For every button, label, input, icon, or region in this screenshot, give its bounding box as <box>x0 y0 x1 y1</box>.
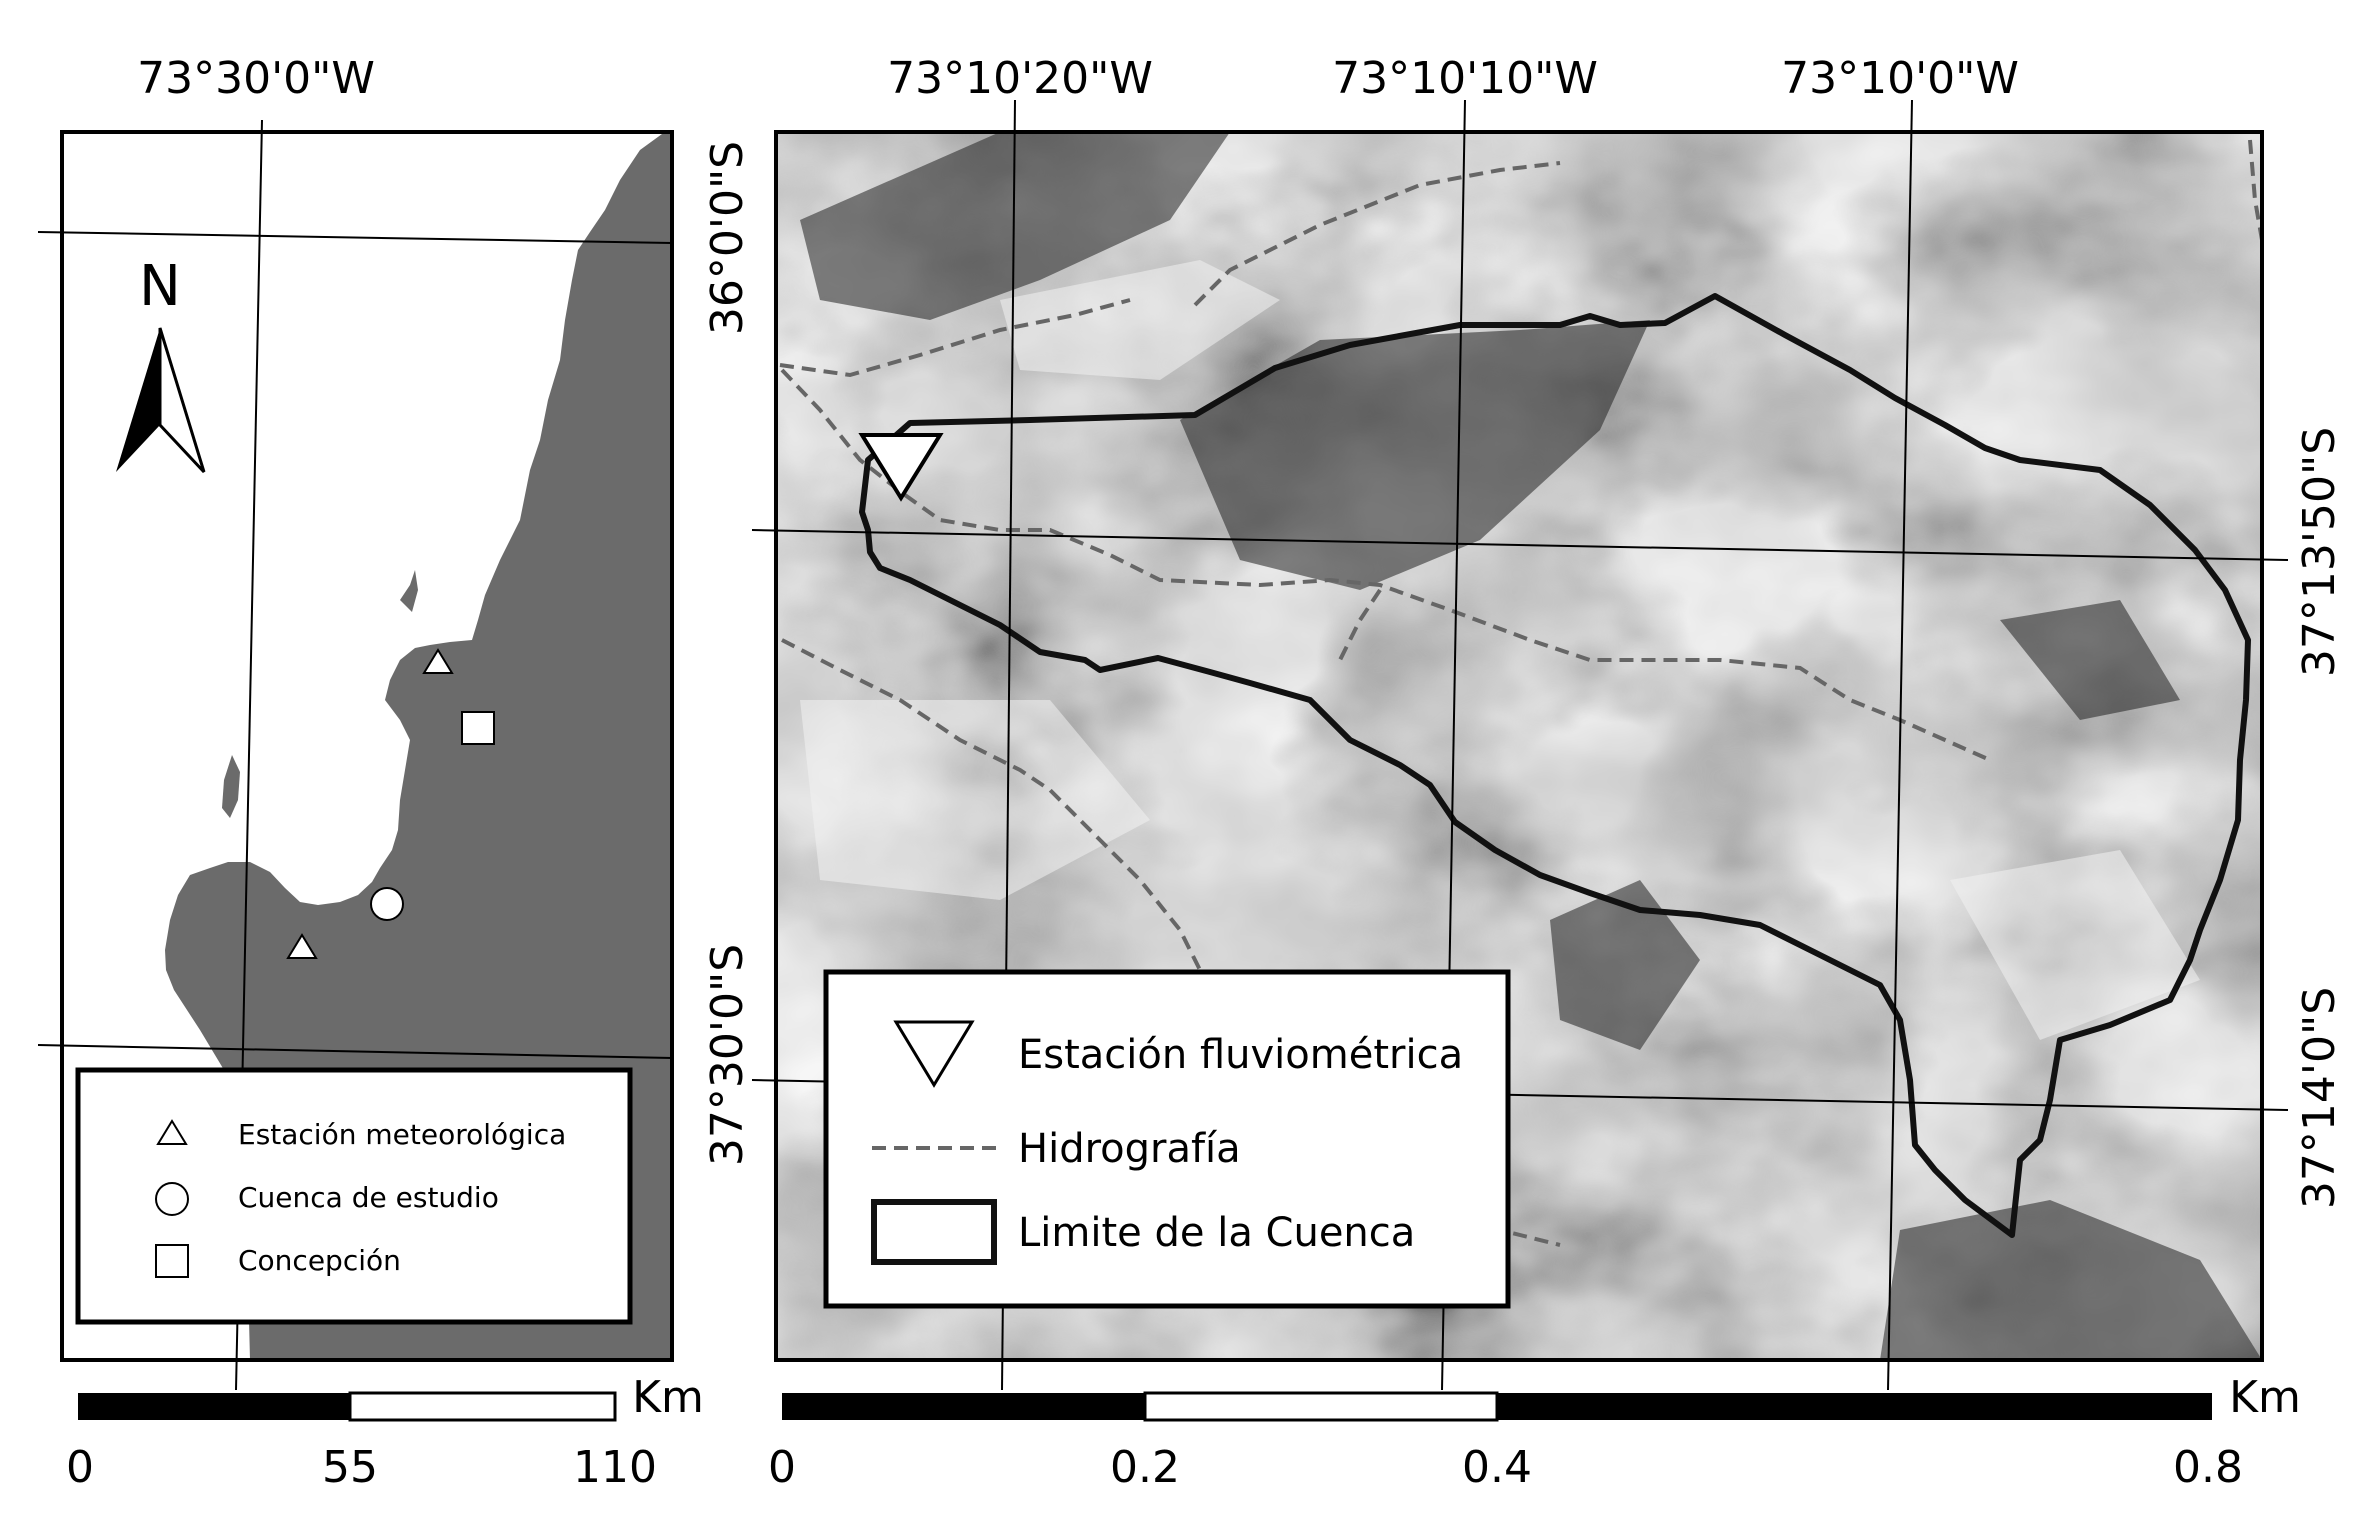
graticule-meridian-10-0 <box>1887 99 1913 1391</box>
detail-scale-segment-3 <box>1497 1393 2212 1420</box>
detail-scale-tick-0: 0 <box>768 1442 796 1493</box>
legend-label-basin-limit: Limite de la Cuenca <box>1018 1210 1415 1256</box>
overview-map: N Estación meteorológica Cuenca de estud… <box>37 53 753 1493</box>
detail-shaded-slopes <box>800 132 2262 1360</box>
legend-triangle-icon <box>156 1119 188 1145</box>
legend-label-basin: Cuenca de estudio <box>238 1181 499 1214</box>
overview-scale-tick-0: 0 <box>66 1442 94 1493</box>
legend-label-gauging-station: Estación fluviométrica <box>1018 1032 1463 1078</box>
overview-legend: Estación meteorológica Cuenca de estudio… <box>75 1067 633 1325</box>
detail-scale-unit: Km <box>2229 1372 2301 1423</box>
detail-lon-label-10-0: 73°10'0"W <box>1781 53 2019 104</box>
overview-land <box>165 132 672 1360</box>
overview-lat-label-37-30: 37°30'0"S <box>702 944 753 1166</box>
detail-map: Estación fluviométrica Hidrografía Limit… <box>751 53 2345 1493</box>
detail-scale-tick-0-4: 0.4 <box>1462 1442 1532 1493</box>
detail-scale-bar: Km 0 0.2 0.4 0.8 <box>768 1372 2301 1493</box>
detail-lat-label-13-50: 37°13'50"S <box>2294 427 2345 677</box>
north-arrow: N <box>116 254 206 474</box>
detail-lon-label-10-20: 73°10'20"W <box>887 53 1153 104</box>
overview-scale-unit: Km <box>632 1372 704 1423</box>
overview-peninsula <box>400 570 418 612</box>
detail-scale-tick-0-2: 0.2 <box>1110 1442 1180 1493</box>
legend-inverted-triangle-icon <box>893 1020 975 1088</box>
detail-lat-label-14-0: 37°14'0"S <box>2294 987 2345 1209</box>
overview-scale-bar: Km 0 55 110 <box>66 1372 704 1493</box>
basin-boundary <box>859 293 2251 1238</box>
overview-marker-meteo-station-1 <box>422 648 454 674</box>
detail-legend: Estación fluviométrica Hidrografía Limit… <box>823 969 1511 1309</box>
detail-frame <box>774 130 2264 1362</box>
legend-square-icon <box>155 1244 189 1278</box>
legend-label-concepcion: Concepción <box>238 1244 401 1277</box>
graticule-parallel-13-50 <box>751 529 2289 561</box>
overview-markers <box>286 648 495 959</box>
overview-scale-tick-55: 55 <box>322 1442 378 1493</box>
overview-lat-label-36: 36°0'0"S <box>702 141 753 335</box>
overview-marker-meteo-station-2 <box>286 933 318 959</box>
detail-scale-segment-1 <box>782 1393 1145 1420</box>
detail-scale-segment-2 <box>1143 1391 1499 1422</box>
overview-graticule-parallel-36 <box>37 231 673 244</box>
legend-label-meteo: Estación meteorológica <box>238 1118 566 1151</box>
north-arrow-right-half <box>158 327 206 474</box>
overview-graticule-parallel-37-30 <box>37 1044 673 1059</box>
legend-circle-icon <box>155 1182 189 1216</box>
detail-lon-label-10-10: 73°10'10"W <box>1332 53 1598 104</box>
legend-label-hydrography: Hidrografía <box>1018 1126 1241 1172</box>
detail-scale-tick-0-8: 0.8 <box>2173 1442 2243 1493</box>
legend-boundary-icon <box>871 1199 997 1265</box>
overview-marker-concepcion <box>461 711 495 745</box>
overview-marker-basin <box>370 887 404 921</box>
north-arrow-left-half <box>116 328 160 472</box>
overview-island <box>222 755 240 818</box>
gauging-station-marker <box>858 433 944 502</box>
overview-frame <box>60 130 674 1362</box>
north-label: N <box>139 254 181 319</box>
overview-scale-tick-110: 110 <box>573 1442 657 1493</box>
overview-scale-segment-1 <box>78 1393 350 1420</box>
overview-lon-label: 73°30'0"W <box>137 53 375 104</box>
overview-scale-segment-2 <box>348 1391 617 1422</box>
